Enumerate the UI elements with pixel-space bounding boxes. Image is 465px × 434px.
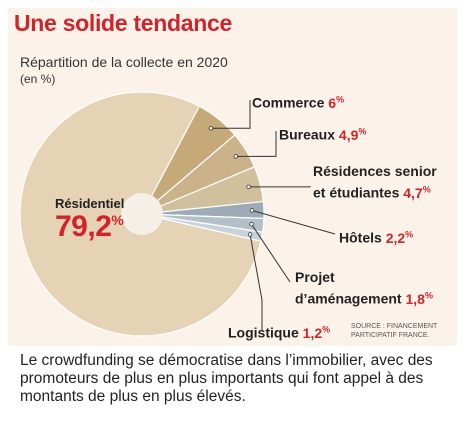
pie-center-hole	[121, 193, 163, 235]
leader-line-bureaux	[235, 131, 277, 157]
label-logistique: Logistique 1,2%	[228, 324, 331, 341]
label-residentiel-value: 79,2%	[55, 210, 124, 243]
leader-dot-projet	[249, 221, 254, 227]
label-projet: Projet d’aménagement 1,8%	[295, 269, 433, 307]
caption-text: Le crowdfunding se démocratise dans l’im…	[20, 352, 433, 405]
leader-line-commerce	[210, 100, 251, 129]
label-bureaux: Bureaux 4,9%	[279, 126, 367, 143]
label-commerce: Commerce 6%	[252, 94, 345, 111]
leader-line-logistique	[249, 234, 263, 330]
label-residences: Résidences senior et étudiantes 4,7%	[313, 163, 437, 201]
leader-dot-logistique	[247, 232, 253, 237]
leader-dot-bureaux	[233, 154, 238, 159]
chart-subtitle: Répartition de la collecte en 2020	[20, 54, 228, 70]
leader-line-projet	[251, 223, 291, 283]
chart-unit: (en %)	[20, 72, 56, 86]
leader-dot-commerce	[208, 126, 214, 131]
label-residentiel-name: Résidentiel	[55, 196, 125, 211]
leader-dot-residences	[246, 184, 251, 190]
source-note: SOURCE : FINANCEMENT PARTICIPATIF FRANCE…	[351, 323, 438, 339]
leader-line-hotels	[251, 209, 336, 235]
chart-title: Une solide tendance	[14, 10, 232, 36]
leader-line-residences	[248, 186, 311, 188]
leader-dot-hotels	[249, 208, 255, 213]
label-hotels: Hôtels 2,2%	[339, 229, 414, 246]
